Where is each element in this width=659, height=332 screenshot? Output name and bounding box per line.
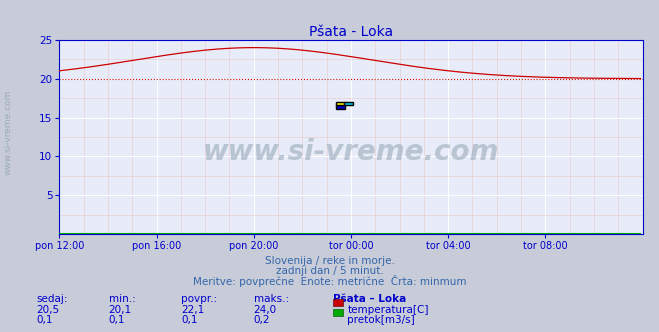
Text: min.:: min.: xyxy=(109,294,136,304)
Title: Pšata - Loka: Pšata - Loka xyxy=(309,25,393,39)
Text: 0,1: 0,1 xyxy=(36,315,53,325)
Text: Pšata – Loka: Pšata – Loka xyxy=(333,294,406,304)
Text: temperatura[C]: temperatura[C] xyxy=(347,305,429,315)
Text: 0,1: 0,1 xyxy=(181,315,198,325)
Text: pretok[m3/s]: pretok[m3/s] xyxy=(347,315,415,325)
Text: 20,1: 20,1 xyxy=(109,305,132,315)
FancyBboxPatch shape xyxy=(336,105,345,109)
FancyBboxPatch shape xyxy=(336,102,345,106)
Text: zadnji dan / 5 minut.: zadnji dan / 5 minut. xyxy=(275,266,384,276)
Text: 22,1: 22,1 xyxy=(181,305,204,315)
Text: povpr.:: povpr.: xyxy=(181,294,217,304)
Text: www.si-vreme.com: www.si-vreme.com xyxy=(203,138,499,166)
Text: 24,0: 24,0 xyxy=(254,305,277,315)
Text: 0,2: 0,2 xyxy=(254,315,270,325)
Text: 20,5: 20,5 xyxy=(36,305,59,315)
Text: maks.:: maks.: xyxy=(254,294,289,304)
FancyBboxPatch shape xyxy=(344,102,353,105)
Text: sedaj:: sedaj: xyxy=(36,294,68,304)
Text: Slovenija / reke in morje.: Slovenija / reke in morje. xyxy=(264,256,395,266)
Text: Meritve: povprečne  Enote: metrične  Črta: minmum: Meritve: povprečne Enote: metrične Črta:… xyxy=(192,275,467,287)
Text: 0,1: 0,1 xyxy=(109,315,125,325)
Text: www.si-vreme.com: www.si-vreme.com xyxy=(3,90,13,176)
